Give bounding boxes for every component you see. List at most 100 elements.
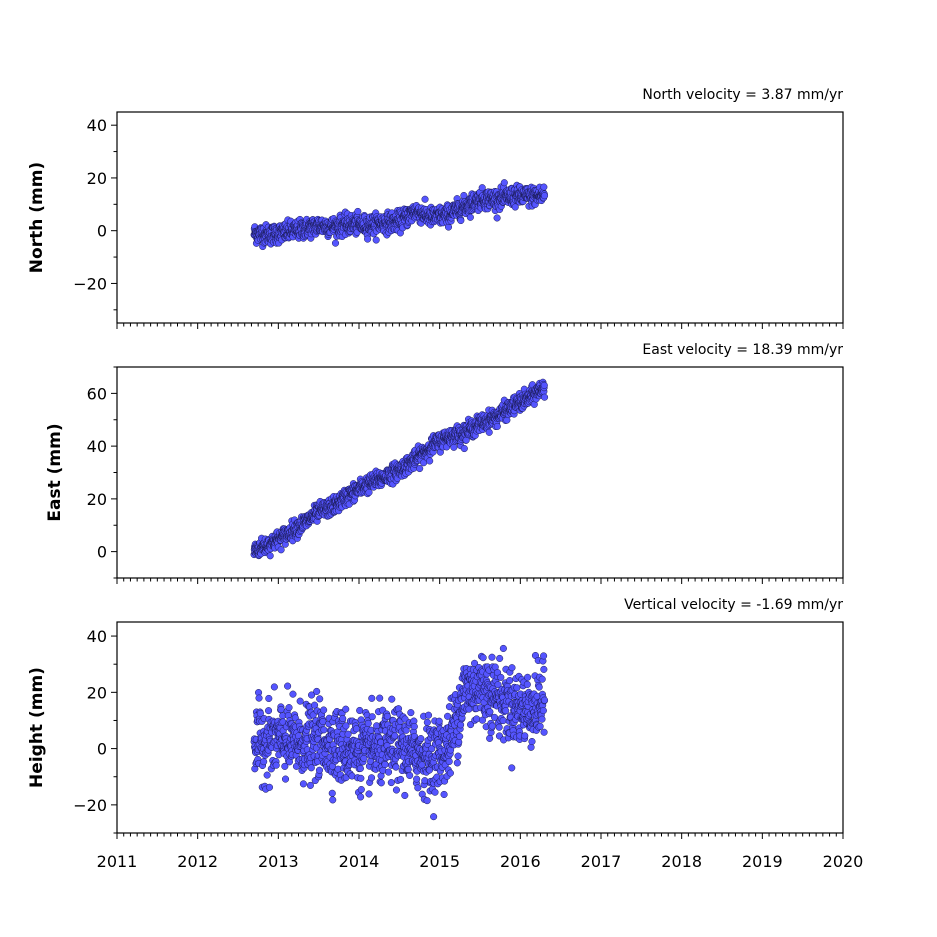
height-point (444, 712, 452, 720)
height-point (352, 725, 360, 733)
east-panel: 0 20 40 60 East velocity = 18.39 mm/yr East (… (45, 342, 844, 584)
east-point (365, 488, 373, 496)
height-point (272, 761, 280, 769)
height-point (357, 774, 365, 782)
height-point (265, 783, 274, 791)
north-point (331, 239, 340, 247)
height-point (457, 721, 465, 729)
height-point (527, 743, 535, 751)
east-point (540, 381, 548, 389)
north-point (493, 214, 501, 222)
height-point (315, 766, 324, 774)
height-point (453, 759, 461, 767)
height-point (414, 784, 422, 792)
height-ylabel: Height (mm) (27, 667, 47, 788)
height-point (265, 694, 273, 703)
height-point (342, 722, 350, 730)
height-point (486, 734, 494, 742)
height-points (250, 644, 549, 821)
north-ytick-label: 0 (97, 222, 107, 241)
height-point (316, 695, 324, 703)
height-point (368, 713, 376, 721)
north-point (540, 192, 549, 200)
height-point (402, 726, 410, 734)
height-point (277, 705, 285, 714)
height-point (499, 644, 507, 653)
height-point (407, 709, 415, 717)
height-point (502, 707, 510, 715)
height-point (320, 726, 328, 734)
height-point (467, 721, 475, 729)
north-point (511, 203, 519, 211)
height-xtick-label: 2018 (661, 852, 702, 871)
height-point (392, 786, 400, 794)
height-point (356, 764, 364, 773)
north-point (364, 235, 372, 243)
height-point (342, 705, 350, 713)
height-xtick-label: 2016 (500, 852, 541, 871)
height-point (388, 695, 396, 703)
east-point (416, 464, 424, 473)
height-ytick-label: −20 (73, 796, 107, 815)
height-point (406, 771, 414, 779)
height-point (490, 713, 499, 721)
north-panel: −20 0 20 40 North velocity = 3.87 mm/yr North… (27, 87, 844, 329)
north-ytick-label: 40 (87, 116, 107, 135)
height-point (454, 752, 462, 760)
height-point (494, 681, 502, 689)
height-point (524, 673, 532, 681)
height-ytick-label: 40 (87, 627, 107, 646)
north-point (466, 213, 474, 221)
height-point (536, 722, 544, 730)
east-ytick-label: 20 (87, 490, 107, 509)
height-point (535, 683, 543, 691)
height-point (307, 764, 315, 772)
height-velocity-title: Vertical velocity = -1.69 mm/yr (624, 597, 843, 613)
height-point (431, 788, 439, 796)
height-point (417, 735, 425, 743)
height-point (513, 684, 521, 692)
height-point (256, 709, 264, 717)
height-point (423, 718, 431, 726)
height-point (488, 653, 496, 661)
height-point (260, 758, 268, 766)
height-point (479, 654, 487, 662)
height-point (540, 665, 548, 673)
east-point (266, 552, 274, 560)
height-point (357, 786, 365, 794)
height-point (397, 775, 405, 783)
height-point (377, 779, 385, 787)
east-point (450, 443, 458, 451)
height-point (289, 690, 297, 698)
east-point (540, 393, 549, 401)
height-ytick-label: 20 (87, 683, 107, 702)
height-point (440, 790, 448, 799)
height-xtick-label: 2015 (419, 852, 460, 871)
height-point (506, 677, 514, 685)
height-point (356, 706, 364, 715)
height-point (401, 791, 409, 799)
height-point (540, 652, 548, 660)
height-xtick-label: 2011 (97, 852, 138, 871)
east-velocity-title: East velocity = 18.39 mm/yr (642, 342, 843, 358)
height-point (508, 664, 516, 672)
east-ylabel: East (mm) (45, 423, 65, 521)
north-point (500, 179, 508, 187)
north-point (354, 207, 362, 216)
height-point (488, 722, 496, 730)
height-xtick-label: 2019 (742, 852, 783, 871)
height-point (478, 716, 487, 724)
height-point (384, 768, 393, 776)
east-points (250, 378, 549, 560)
height-point (540, 728, 548, 736)
height-xtick-label: 2020 (823, 852, 864, 871)
height-point (435, 717, 443, 725)
height-xtick-label: 2017 (581, 852, 622, 871)
height-point (339, 714, 347, 723)
height-point (471, 659, 479, 667)
height-point (357, 793, 365, 801)
height-point (365, 790, 373, 798)
height-point (308, 691, 316, 699)
north-velocity-title: North velocity = 3.87 mm/yr (642, 87, 843, 103)
